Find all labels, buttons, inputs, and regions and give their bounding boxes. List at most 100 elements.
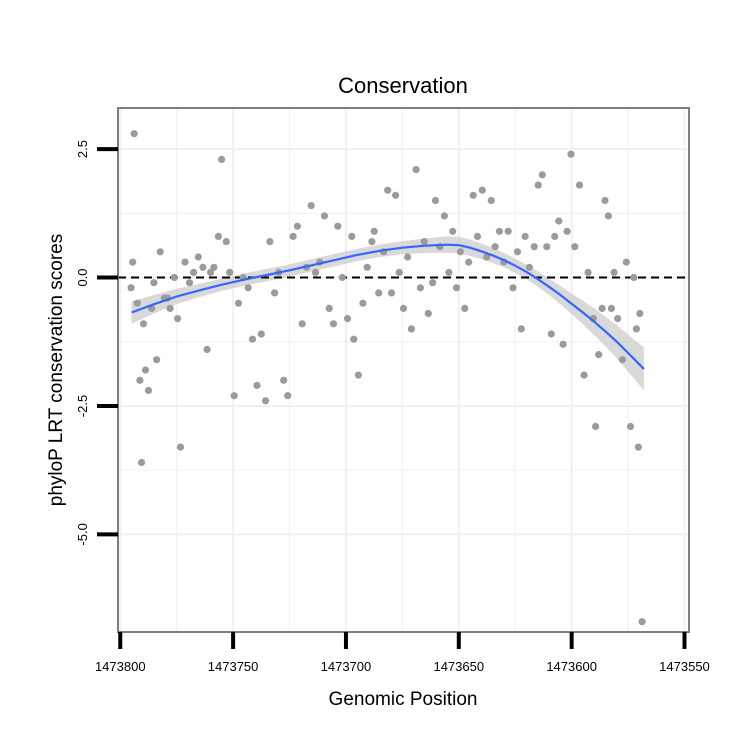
confidence-ribbon-group (131, 236, 644, 391)
data-point (567, 150, 575, 158)
data-point (289, 232, 297, 240)
x-tick-label: 1473700 (321, 659, 372, 674)
data-point (359, 299, 367, 307)
y-axis-title: phyloP LRT conservation scores (46, 234, 67, 507)
data-point (440, 212, 448, 220)
data-point (513, 248, 522, 256)
data-point (461, 304, 469, 312)
x-tick-label: 1473750 (208, 659, 259, 674)
data-point (133, 299, 141, 307)
data-point (452, 284, 461, 292)
data-point (338, 273, 346, 282)
data-point (370, 227, 378, 235)
data-point (521, 232, 529, 240)
data-point (638, 618, 646, 626)
data-point (604, 212, 613, 220)
x-tick-label: 1473800 (95, 659, 146, 674)
data-point (483, 253, 491, 261)
data-point (271, 289, 279, 297)
data-point (445, 268, 453, 276)
data-point (153, 356, 161, 364)
data-point (244, 284, 252, 292)
data-point (130, 130, 138, 138)
data-point (636, 309, 644, 318)
data-point (424, 309, 432, 318)
data-point (348, 232, 356, 240)
data-point (595, 351, 603, 359)
data-point (420, 238, 428, 246)
data-point (176, 443, 185, 451)
data-point (610, 268, 618, 276)
data-point (185, 279, 194, 287)
data-point (387, 289, 396, 297)
data-point (136, 376, 144, 384)
data-point (368, 238, 376, 246)
data-point (141, 366, 150, 374)
data-point (226, 268, 234, 276)
data-point (127, 284, 135, 292)
plot-panel-border (117, 107, 690, 633)
data-point (399, 304, 408, 312)
data-point (307, 202, 315, 210)
data-point (449, 227, 457, 235)
data-point (504, 227, 512, 235)
data-point (495, 227, 503, 235)
data-point (248, 335, 257, 343)
data-point (343, 315, 352, 323)
data-point (517, 325, 525, 333)
data-point (293, 222, 301, 230)
data-point (538, 171, 546, 179)
confidence-ribbon (131, 236, 644, 391)
data-point (329, 320, 338, 328)
x-tick-label: 1473650 (433, 659, 484, 674)
data-point (547, 330, 555, 338)
data-point (614, 315, 622, 323)
data-point (592, 422, 600, 431)
y-tick-label: -2.5 (75, 395, 90, 417)
data-point (262, 397, 270, 405)
x-axis-title: Genomic Position (329, 689, 478, 710)
data-point (530, 243, 538, 251)
data-point (144, 386, 153, 395)
data-point (199, 263, 207, 271)
data-point (170, 273, 178, 282)
data-point (563, 227, 571, 235)
smooth-curve-group (131, 243, 645, 370)
data-point (575, 181, 584, 189)
data-point (210, 263, 218, 271)
y-tick-label: 2.5 (75, 140, 90, 158)
data-point (525, 263, 534, 271)
x-tick-label: 1473550 (659, 659, 710, 674)
data-point (551, 232, 559, 240)
chart-title: Conservation (338, 73, 468, 98)
y-axis: 2.5 0.0 -2.5 -5.0 (75, 140, 118, 546)
data-point (266, 238, 274, 246)
data-point (473, 232, 482, 240)
data-point (137, 458, 146, 467)
data-point (354, 371, 362, 379)
data-point (194, 253, 202, 261)
data-point (491, 243, 499, 251)
data-point (174, 315, 182, 323)
data-point (190, 268, 198, 276)
data-point (478, 186, 486, 194)
data-point (350, 335, 358, 343)
data-point (598, 304, 606, 312)
data-point (404, 253, 412, 261)
data-point (395, 268, 403, 276)
data-point (203, 345, 211, 354)
data-point (234, 299, 243, 307)
data-point (320, 212, 329, 220)
data-point (618, 356, 627, 364)
data-point (543, 243, 551, 251)
data-point (412, 166, 420, 174)
data-point (607, 304, 616, 312)
data-point (334, 222, 342, 230)
data-point (222, 238, 230, 246)
x-tick-label: 1473600 (546, 659, 597, 674)
data-point (634, 443, 643, 451)
data-point (534, 181, 542, 189)
data-point (150, 279, 158, 287)
data-point (280, 376, 288, 384)
y-tick-label: 0.0 (75, 268, 90, 286)
